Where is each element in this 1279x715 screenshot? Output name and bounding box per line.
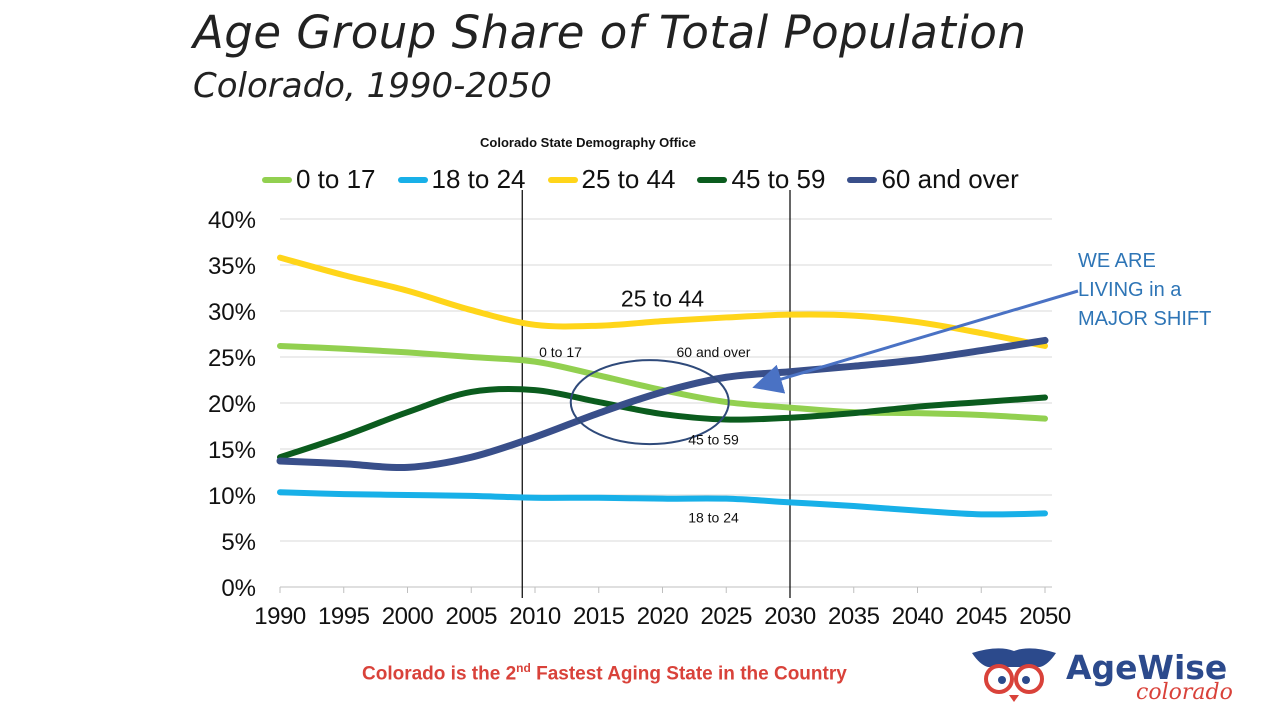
legend: 0 to 17 18 to 24 25 to 44 45 to 59 60 and ov… bbox=[262, 164, 1041, 195]
legend-label: 18 to 24 bbox=[431, 164, 526, 194]
legend-item: 45 to 59 bbox=[697, 164, 825, 195]
y-tick-label: 5% bbox=[221, 529, 256, 556]
y-tick-label: 30% bbox=[208, 299, 256, 326]
svg-text:AgeWise: AgeWise bbox=[1066, 648, 1227, 687]
y-tick-label: 20% bbox=[208, 391, 256, 418]
legend-label: 0 to 17 bbox=[296, 164, 376, 194]
legend-swatch bbox=[697, 176, 728, 183]
series-line-45-to-59 bbox=[277, 385, 1048, 461]
x-tick-label: 1990 bbox=[254, 603, 306, 630]
x-tick-label: 2025 bbox=[701, 603, 753, 630]
callout-line: MAJOR SHIFT bbox=[1078, 308, 1212, 330]
legend-swatch bbox=[847, 176, 878, 183]
annotation-label: 25 to 44 bbox=[621, 285, 704, 311]
legend-swatch bbox=[262, 176, 292, 183]
y-tick-label: 0% bbox=[221, 575, 256, 602]
x-tick-label: 2035 bbox=[828, 603, 880, 630]
annotation-label: 45 to 59 bbox=[688, 431, 739, 447]
highlight-ellipse bbox=[569, 359, 730, 446]
footer-pre: Colorado is the 2 bbox=[362, 663, 517, 685]
annotation-label: 60 and over bbox=[677, 344, 751, 360]
x-tick-label: 2050 bbox=[1019, 603, 1071, 630]
legend-item: 25 to 44 bbox=[547, 164, 676, 195]
series-line-25-to-44 bbox=[277, 254, 1048, 349]
x-tick-label: 2000 bbox=[382, 603, 434, 630]
footer-sup: nd bbox=[516, 661, 531, 675]
page-subtitle: Colorado, 1990-2050 bbox=[193, 66, 552, 106]
legend-item: 0 to 17 bbox=[262, 164, 376, 195]
y-tick-label: 35% bbox=[208, 253, 256, 280]
agewise-logo: AgeWise colorado bbox=[972, 648, 1233, 705]
callout-line: LIVING in a bbox=[1078, 279, 1182, 301]
x-tick-label: 2005 bbox=[446, 603, 498, 630]
legend-item: 18 to 24 bbox=[397, 164, 526, 195]
legend-label: 25 to 44 bbox=[581, 164, 676, 194]
callout-arrow bbox=[752, 289, 1079, 394]
page-title: Age Group Share of Total Population bbox=[193, 6, 1027, 59]
legend-label: 45 to 59 bbox=[731, 164, 826, 194]
x-tick-label: 2045 bbox=[956, 603, 1008, 630]
callout-line: WE ARE bbox=[1078, 250, 1156, 272]
x-tick-label: 2030 bbox=[764, 603, 816, 630]
y-tick-label: 40% bbox=[208, 207, 256, 234]
series-line-60-and-over bbox=[276, 336, 1049, 472]
legend-item: 60 and over bbox=[847, 164, 1019, 195]
callout-text: WE ARE LIVING in a MAJOR SHIFT bbox=[1078, 247, 1211, 334]
x-tick-label: 2040 bbox=[892, 603, 944, 630]
y-tick-label: 15% bbox=[208, 437, 256, 464]
x-tick-label: 2015 bbox=[573, 603, 625, 630]
series-line-18-to-24 bbox=[277, 489, 1048, 518]
footer-note: Colorado is the 2nd Fastest Aging State … bbox=[362, 661, 847, 685]
x-tick-label: 2020 bbox=[637, 603, 689, 630]
legend-label: 60 and over bbox=[881, 164, 1019, 194]
chart-source: Colorado State Demography Office bbox=[480, 135, 696, 150]
legend-swatch bbox=[547, 176, 578, 183]
legend-swatch bbox=[397, 176, 428, 183]
svg-text:colorado: colorado bbox=[1136, 680, 1233, 705]
y-tick-label: 10% bbox=[208, 483, 256, 510]
annotation-label: 18 to 24 bbox=[688, 510, 739, 526]
x-tick-label: 1995 bbox=[318, 603, 370, 630]
footer-post: Fastest Aging State in the Country bbox=[530, 663, 847, 685]
x-tick-label: 2010 bbox=[509, 603, 561, 630]
annotation-label: 0 to 17 bbox=[539, 344, 582, 360]
y-tick-label: 25% bbox=[208, 345, 256, 372]
